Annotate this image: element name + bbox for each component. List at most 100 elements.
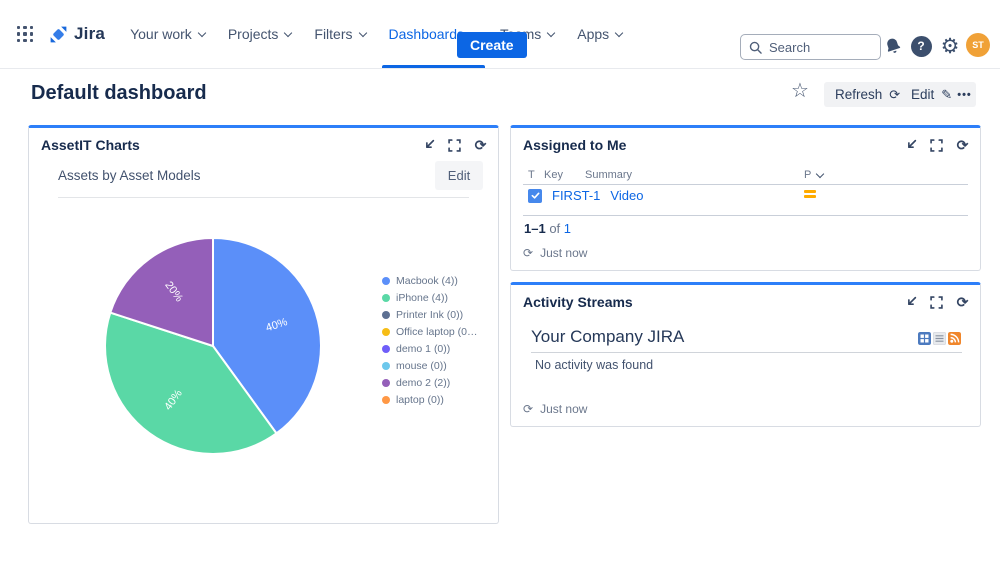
legend-dot-icon xyxy=(382,293,390,302)
legend-label: iPhone (4)) xyxy=(396,291,448,304)
column-priority[interactable]: P xyxy=(804,169,824,181)
nav-item-dashboards[interactable]: Dashboards xyxy=(378,0,490,68)
legend-item[interactable]: mouse (0)) xyxy=(382,357,478,374)
refresh-icon: ⟳ xyxy=(474,137,487,153)
jira-logo-text: Jira xyxy=(74,24,106,43)
search-input[interactable] xyxy=(769,39,869,55)
favorite-star-button[interactable]: ☆ xyxy=(791,81,809,101)
refresh-gadget-button[interactable]: ⟳ xyxy=(473,138,488,153)
priority-medium-icon xyxy=(804,190,816,200)
notifications-button[interactable] xyxy=(880,33,906,59)
user-avatar[interactable]: ST xyxy=(966,33,990,57)
refresh-icon: ⟳ xyxy=(889,86,901,102)
refresh-dashboard-button[interactable]: Refresh ⟳ xyxy=(824,82,912,107)
jira-logo-icon xyxy=(50,26,67,42)
minimize-gadget-button[interactable] xyxy=(421,138,436,153)
refresh-gadget-button[interactable]: ⟳ xyxy=(955,295,970,310)
help-button[interactable]: ? xyxy=(908,33,934,59)
rss-feed-icon[interactable] xyxy=(948,332,961,345)
legend-dot-icon xyxy=(382,361,390,370)
pie-slice[interactable] xyxy=(104,311,278,455)
pie-slice[interactable] xyxy=(212,236,322,435)
edit-gadget-button[interactable]: Edit xyxy=(435,161,483,190)
pagination-total-link[interactable]: 1 xyxy=(563,221,572,236)
star-icon: ☆ xyxy=(791,80,809,102)
refreshed-timestamp: Just now xyxy=(540,246,588,260)
maximize-gadget-button[interactable] xyxy=(447,138,462,153)
gadget-title: AssetIT Charts xyxy=(41,137,140,153)
gadget-title: Activity Streams xyxy=(523,294,633,310)
app-switcher-icon[interactable] xyxy=(10,19,40,49)
page-title: Default dashboard xyxy=(31,82,207,104)
search-box[interactable] xyxy=(740,34,881,60)
issue-summary-link[interactable]: Video xyxy=(610,188,644,203)
legend-label: demo 1 (0)) xyxy=(396,342,451,355)
column-summary[interactable]: Summary xyxy=(585,169,633,181)
legend-item[interactable]: Office laptop (0… xyxy=(382,323,478,340)
minimize-gadget-button[interactable] xyxy=(903,295,918,310)
bell-icon xyxy=(887,38,901,53)
chevron-down-icon xyxy=(547,30,555,38)
gadget-refresh-status[interactable]: ⟳ Just now xyxy=(523,246,587,260)
legend-label: Printer Ink (0)) xyxy=(396,308,464,321)
nav-item-projects[interactable]: Projects xyxy=(217,0,304,68)
main-menu: Your work Projects Filters Dashboards Te… xyxy=(119,0,634,68)
refreshed-timestamp: Just now xyxy=(540,402,588,416)
nav-item-apps[interactable]: Apps xyxy=(566,0,634,68)
gadget-activity-streams: Activity Streams ⟳ xyxy=(510,282,981,427)
nav-item-filters[interactable]: Filters xyxy=(303,0,377,68)
legend-dot-icon xyxy=(382,327,390,336)
chevron-down-icon xyxy=(615,30,623,38)
maximize-gadget-button[interactable] xyxy=(929,295,944,310)
more-options-button[interactable]: ••• xyxy=(953,82,976,107)
refresh-gadget-button[interactable]: ⟳ xyxy=(955,138,970,153)
minimize-gadget-button[interactable] xyxy=(903,138,918,153)
empty-activity-message: No activity was found xyxy=(535,358,654,372)
legend-item[interactable]: demo 2 (2)) xyxy=(382,374,478,391)
legend-item[interactable]: laptop (0)) xyxy=(382,391,478,408)
chevron-down-icon xyxy=(816,171,824,179)
gear-icon: ⚙ xyxy=(940,34,960,58)
pie-chart-legend: Macbook (4)) iPhone (4)) Printer Ink (0)) O… xyxy=(382,272,478,408)
edit-dashboard-button[interactable]: Edit ✎ xyxy=(900,82,964,107)
gadget-refresh-status[interactable]: ⟳ Just now xyxy=(523,402,587,416)
column-key[interactable]: Key xyxy=(544,169,563,181)
settings-button[interactable]: ⚙ xyxy=(937,33,963,59)
legend-item[interactable]: Printer Ink (0)) xyxy=(382,306,478,323)
legend-dot-icon xyxy=(382,310,390,319)
maximize-gadget-button[interactable] xyxy=(929,138,944,153)
legend-item[interactable]: Macbook (4)) xyxy=(382,272,478,289)
minimize-icon xyxy=(908,139,917,148)
legend-dot-icon xyxy=(382,395,390,404)
nav-item-your-work[interactable]: Your work xyxy=(119,0,217,68)
grid-view-icon[interactable] xyxy=(918,332,931,345)
legend-item[interactable]: demo 1 (0)) xyxy=(382,340,478,357)
chevron-down-icon xyxy=(198,30,206,38)
chart-subtitle: Assets by Asset Models xyxy=(58,168,201,183)
maximize-icon xyxy=(930,295,943,309)
legend-item[interactable]: iPhone (4)) xyxy=(382,289,478,306)
legend-dot-icon xyxy=(382,378,390,387)
maximize-icon xyxy=(930,138,943,152)
pagination-range: 1–1 xyxy=(524,221,546,236)
list-view-icon[interactable] xyxy=(933,332,946,345)
refresh-icon: ⟳ xyxy=(956,137,969,153)
divider xyxy=(531,352,962,353)
legend-label: Office laptop (0… xyxy=(396,325,478,338)
column-type[interactable]: T xyxy=(528,169,535,181)
jira-logo[interactable]: Jira xyxy=(48,24,105,45)
chevron-down-icon xyxy=(359,30,367,38)
legend-dot-icon xyxy=(382,344,390,353)
create-button[interactable]: Create xyxy=(457,32,527,58)
pie-slice[interactable] xyxy=(109,236,214,348)
stream-view-options xyxy=(918,332,961,345)
issue-row[interactable]: FIRST-1 Video xyxy=(528,188,643,203)
stream-title: Your Company JIRA xyxy=(531,327,685,346)
gadget-assigned-to-me: Assigned to Me ⟳ xyxy=(510,125,981,271)
issue-key-link[interactable]: FIRST-1 xyxy=(552,188,601,203)
pagination: 1–1 of 1 xyxy=(524,221,572,236)
maximize-icon xyxy=(448,138,461,152)
top-navigation-bar: Jira Your work Projects Filters Dashboar… xyxy=(0,0,1000,69)
pencil-icon: ✎ xyxy=(941,86,953,102)
